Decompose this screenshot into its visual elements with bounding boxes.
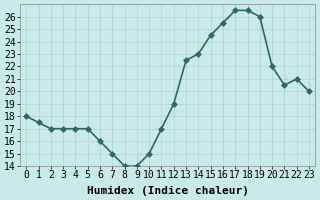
X-axis label: Humidex (Indice chaleur): Humidex (Indice chaleur) [87,186,249,196]
